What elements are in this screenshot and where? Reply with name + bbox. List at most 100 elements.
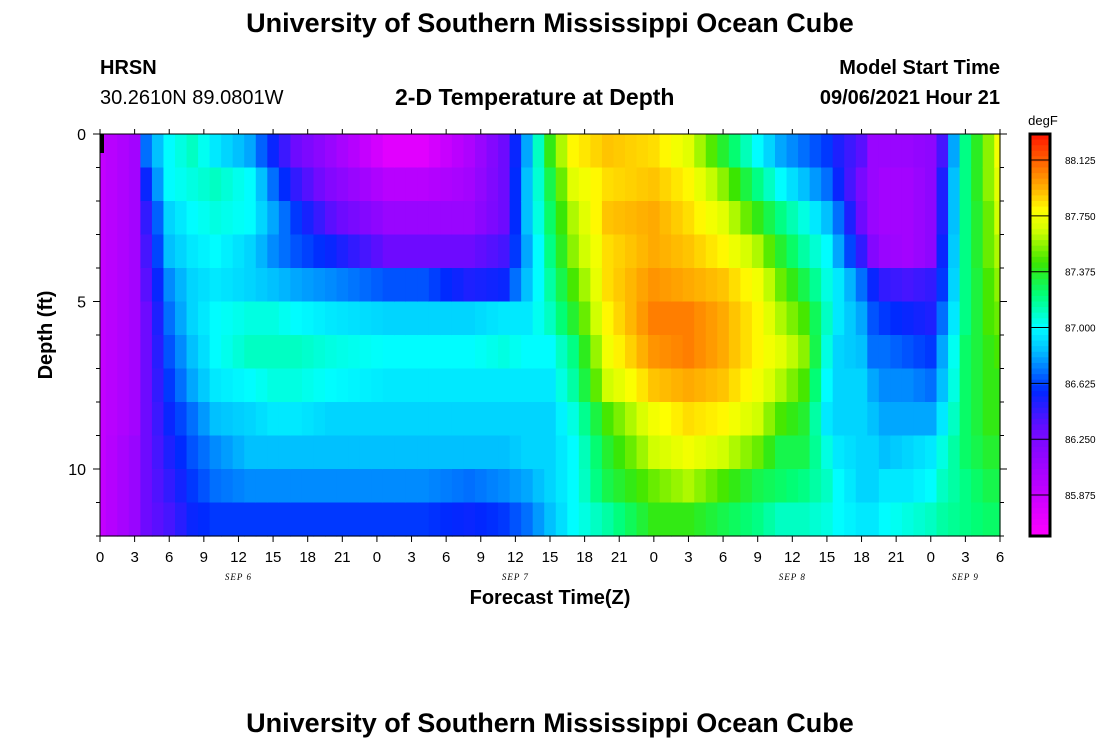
heatmap-cell: [578, 368, 591, 403]
heatmap-cell: [232, 167, 245, 202]
heatmap-cell: [163, 402, 176, 437]
heatmap-cell: [232, 335, 245, 370]
heatmap-cell: [682, 234, 695, 269]
heatmap-cell: [475, 402, 488, 437]
heatmap-cell: [590, 167, 603, 202]
heatmap-cell: [925, 201, 938, 236]
heatmap-cell: [971, 335, 984, 370]
heatmap-cell: [855, 368, 868, 403]
heatmap-cell: [151, 435, 165, 470]
heatmap-cell: [451, 368, 465, 403]
heatmap-cell: [244, 167, 257, 202]
heatmap-cell: [394, 301, 407, 336]
heatmap-cell: [521, 167, 534, 202]
heatmap-cell: [186, 402, 199, 437]
colorbar-swatch: [1030, 407, 1050, 414]
x-tick-label: 3: [130, 549, 138, 566]
heatmap-cell: [832, 134, 845, 169]
x-tick-label: 12: [507, 549, 524, 566]
heatmap-cell: [959, 234, 972, 269]
heatmap-cell: [117, 301, 130, 336]
x-tick-label: 15: [819, 549, 836, 566]
heatmap-cell: [844, 335, 857, 370]
heatmap-cell: [751, 301, 765, 336]
heatmap-cell: [878, 469, 891, 504]
heatmap-cell: [890, 502, 903, 537]
heatmap-cell: [821, 301, 834, 336]
heatmap-cell: [982, 301, 995, 336]
heatmap-cell: [359, 134, 372, 169]
heatmap-cell: [775, 469, 788, 504]
heatmap-cell: [140, 368, 153, 403]
heatmap-cell: [186, 335, 199, 370]
heatmap-cell: [221, 301, 234, 336]
heatmap-cell: [290, 368, 303, 403]
heatmap-cell: [244, 402, 257, 437]
colorbar-label: 86.250: [1065, 435, 1096, 446]
heatmap-cell: [463, 335, 476, 370]
heatmap-cell: [486, 301, 499, 336]
heatmap-cell: [821, 335, 834, 370]
heatmap-cell: [221, 167, 234, 202]
colorbar-swatch: [1030, 234, 1050, 241]
heatmap-cell: [255, 301, 268, 336]
heatmap-cell: [451, 134, 465, 169]
heatmap-cell: [809, 167, 822, 202]
heatmap-cell: [613, 268, 626, 303]
heatmap-cell: [209, 234, 222, 269]
heatmap-cell: [555, 201, 568, 236]
heatmap-cell: [901, 167, 915, 202]
heatmap-cell: [867, 234, 880, 269]
colorbar-swatch: [1030, 463, 1050, 470]
heatmap-cell: [428, 201, 441, 236]
heatmap-cell: [290, 502, 303, 537]
heatmap-cell: [325, 234, 338, 269]
heatmap-cell: [717, 435, 730, 470]
heatmap-cell: [994, 402, 1001, 437]
heatmap-cell: [578, 201, 591, 236]
heatmap-cell: [336, 134, 349, 169]
heatmap-cell: [798, 167, 811, 202]
heatmap-cell: [440, 368, 453, 403]
heatmap-cell: [590, 301, 603, 336]
heatmap-cell: [648, 502, 661, 537]
heatmap-cell: [682, 402, 695, 437]
heatmap-cell: [798, 335, 811, 370]
heatmap-cell: [901, 368, 915, 403]
colorbar-swatch: [1030, 256, 1050, 264]
heatmap-cell: [521, 234, 534, 269]
heatmap-cell: [555, 268, 568, 303]
heatmap-cell: [186, 502, 199, 537]
heatmap-cell: [613, 167, 626, 202]
x-tick-label: 12: [784, 549, 801, 566]
colorbar-unit: degF: [1028, 113, 1058, 128]
heatmap-cell: [763, 301, 776, 336]
heatmap-cell: [348, 335, 361, 370]
colorbar-swatch: [1030, 474, 1050, 481]
heatmap-cell: [809, 435, 822, 470]
colorbar-swatch: [1030, 435, 1050, 442]
heatmap-cell: [313, 469, 326, 504]
heatmap-cell: [521, 435, 534, 470]
heatmap-cell: [128, 234, 141, 269]
heatmap-cell: [509, 301, 522, 336]
heatmap-cell: [336, 301, 349, 336]
heatmap-cell: [659, 234, 672, 269]
heatmap-cell: [601, 134, 615, 169]
heatmap-cell: [867, 268, 880, 303]
colorbar-swatch: [1030, 368, 1050, 375]
heatmap-cell: [775, 234, 788, 269]
heatmap-cell: [371, 301, 384, 336]
heatmap-cell: [694, 167, 707, 202]
heatmap-cell: [440, 301, 453, 336]
heatmap-cell: [198, 368, 211, 403]
heatmap-cell: [555, 134, 568, 169]
heatmap-cell: [105, 134, 118, 169]
heatmap-cell: [463, 301, 476, 336]
heatmap-cell: [821, 234, 834, 269]
heatmap-cell: [844, 268, 857, 303]
heatmap-cell: [694, 201, 707, 236]
heatmap-cell: [163, 167, 176, 202]
heatmap-cell: [244, 368, 257, 403]
heatmap-cell: [775, 134, 788, 169]
